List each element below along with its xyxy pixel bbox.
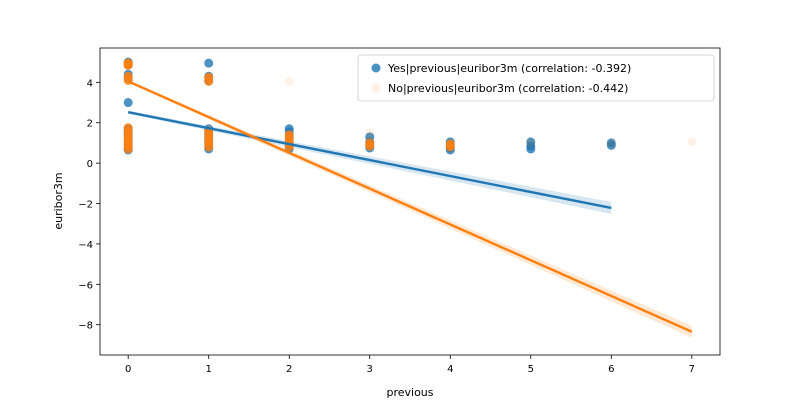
data-point (365, 128, 375, 138)
x-tick-label: 1 (206, 364, 212, 375)
y-tick-label: −8 (78, 321, 93, 332)
legend: Yes|previous|euribor3m (correlation: -0.… (357, 54, 715, 102)
data-point (606, 140, 616, 150)
y-tick-label: −4 (78, 240, 93, 251)
x-tick-label: 3 (367, 364, 373, 375)
x-tick-label: 2 (286, 364, 292, 375)
y-axis-label: euribor3m (52, 172, 65, 229)
data-point (204, 76, 214, 86)
legend-marker-no (371, 83, 381, 93)
data-point (526, 144, 536, 154)
x-tick-label: 5 (528, 364, 534, 375)
data-point (365, 141, 375, 151)
data-point (123, 60, 133, 70)
x-axis: 0 1 2 3 4 5 6 7 (125, 355, 695, 375)
data-point (204, 142, 214, 152)
x-tick-label: 4 (447, 364, 453, 375)
y-tick-label: 0 (87, 159, 93, 170)
x-tick-label: 7 (689, 364, 695, 375)
data-point (123, 144, 133, 154)
data-point (445, 142, 455, 152)
data-point (284, 76, 294, 86)
y-axis: −8 −6 −4 −2 0 2 4 (78, 78, 100, 332)
y-tick-label: −6 (78, 280, 93, 291)
data-point (526, 138, 536, 148)
data-point (606, 139, 616, 149)
y-tick-label: 4 (87, 78, 93, 89)
legend-label-no: No|previous|euribor3m (correlation: -0.4… (388, 82, 628, 95)
legend-label-yes: Yes|previous|euribor3m (correlation: -0.… (387, 62, 631, 75)
legend-marker-yes (371, 63, 381, 73)
x-tick-label: 0 (125, 364, 131, 375)
regression-line-0 (127, 111, 612, 210)
legend-box (357, 54, 715, 102)
y-tick-label: −2 (78, 200, 93, 211)
x-axis-label: previous (386, 386, 433, 399)
plot-area (123, 57, 697, 338)
data-point (687, 137, 697, 147)
data-point (204, 58, 214, 68)
data-point (123, 98, 133, 108)
plot-frame (99, 47, 721, 356)
regression-line-1 (127, 80, 693, 333)
y-tick-label: 2 (87, 119, 93, 130)
x-tick-label: 6 (608, 364, 614, 375)
